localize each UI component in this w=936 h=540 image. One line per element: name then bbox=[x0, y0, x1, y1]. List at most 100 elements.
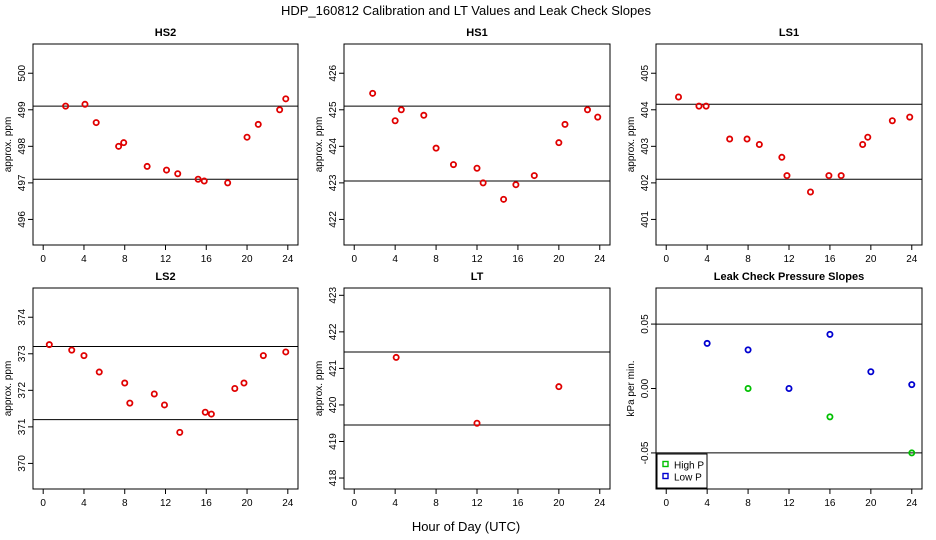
data-point bbox=[240, 379, 248, 387]
y-tick-label: 419 bbox=[328, 433, 339, 450]
y-tick-label: 0.05 bbox=[640, 314, 651, 334]
y-tick-label: 423 bbox=[328, 174, 339, 191]
y-tick-label: 425 bbox=[328, 101, 339, 118]
data-point bbox=[81, 100, 89, 108]
data-point bbox=[243, 133, 251, 141]
low-p-point bbox=[908, 381, 916, 389]
data-point bbox=[160, 401, 168, 409]
x-tick-label: 0 bbox=[40, 498, 46, 509]
y-tick-label: 499 bbox=[17, 101, 28, 118]
x-tick-label: 24 bbox=[594, 498, 606, 509]
data-point bbox=[888, 117, 896, 125]
x-tick-label: 24 bbox=[282, 498, 294, 509]
y-tick-label: 497 bbox=[17, 174, 28, 191]
panel-frame bbox=[343, 287, 611, 490]
x-tick-label: 0 bbox=[40, 254, 46, 265]
high-p-point bbox=[744, 384, 752, 392]
data-point bbox=[121, 379, 129, 387]
low-p-point bbox=[744, 346, 752, 354]
y-tick-label: 421 bbox=[328, 360, 339, 377]
data-point bbox=[555, 139, 563, 147]
x-tick-label: 24 bbox=[594, 254, 606, 265]
data-point bbox=[530, 172, 538, 180]
y-axis-label: approx. ppm bbox=[314, 361, 325, 417]
y-axis-label: approx. ppm bbox=[3, 117, 14, 173]
data-point bbox=[512, 181, 520, 189]
data-point bbox=[675, 93, 683, 101]
data-point bbox=[420, 111, 428, 119]
data-point bbox=[150, 390, 158, 398]
x-tick-label: 20 bbox=[241, 254, 253, 265]
x-tick-label: 20 bbox=[553, 498, 565, 509]
y-tick-label: 404 bbox=[640, 101, 651, 118]
data-point bbox=[473, 419, 481, 427]
data-point bbox=[825, 172, 833, 180]
y-tick-label: 423 bbox=[328, 287, 339, 304]
y-tick-label: 401 bbox=[640, 211, 651, 228]
y-tick-label: 426 bbox=[328, 64, 339, 81]
data-point bbox=[143, 162, 151, 170]
data-point bbox=[282, 95, 290, 103]
y-tick-label: -0.05 bbox=[640, 441, 651, 464]
data-point bbox=[259, 352, 267, 360]
x-tick-label: 8 bbox=[433, 498, 439, 509]
data-point bbox=[583, 106, 591, 114]
data-point bbox=[231, 384, 239, 392]
data-point bbox=[555, 383, 563, 391]
x-tick-label: 20 bbox=[241, 498, 253, 509]
y-tick-label: 496 bbox=[17, 211, 28, 228]
data-point bbox=[391, 117, 399, 125]
panel-title: HS1 bbox=[466, 27, 487, 39]
data-point bbox=[392, 353, 400, 361]
high-p-point bbox=[908, 449, 916, 457]
x-tick-label: 0 bbox=[663, 498, 669, 509]
x-tick-label: 8 bbox=[745, 254, 751, 265]
data-point bbox=[201, 408, 209, 416]
data-point bbox=[254, 120, 262, 128]
x-tick-label: 0 bbox=[663, 254, 669, 265]
data-point bbox=[68, 346, 76, 354]
low-p-point bbox=[826, 330, 834, 338]
data-point bbox=[864, 133, 872, 141]
y-tick-label: 374 bbox=[17, 308, 28, 325]
x-axis-label: Hour of Day (UTC) bbox=[412, 519, 520, 534]
x-tick-label: 4 bbox=[704, 498, 710, 509]
x-tick-label: 4 bbox=[392, 498, 398, 509]
y-tick-label: 371 bbox=[17, 418, 28, 435]
panel-frame bbox=[32, 287, 299, 490]
x-tick-label: 8 bbox=[745, 498, 751, 509]
y-tick-label: 372 bbox=[17, 382, 28, 399]
data-point bbox=[479, 179, 487, 187]
x-tick-label: 12 bbox=[471, 254, 483, 265]
data-point bbox=[837, 172, 845, 180]
data-point bbox=[778, 153, 786, 161]
x-tick-label: 12 bbox=[160, 254, 172, 265]
panel-frame bbox=[343, 43, 611, 246]
data-point bbox=[755, 140, 763, 148]
y-tick-label: 370 bbox=[17, 455, 28, 472]
data-point bbox=[500, 195, 508, 203]
y-axis-label: kPa per min. bbox=[626, 360, 637, 416]
x-tick-label: 12 bbox=[471, 498, 483, 509]
data-point bbox=[397, 106, 405, 114]
data-point bbox=[120, 139, 128, 147]
y-tick-label: 373 bbox=[17, 345, 28, 362]
x-tick-label: 4 bbox=[392, 254, 398, 265]
data-point bbox=[806, 188, 814, 196]
y-tick-label: 405 bbox=[640, 64, 651, 81]
x-tick-label: 4 bbox=[704, 254, 710, 265]
data-point bbox=[115, 142, 123, 150]
data-point bbox=[473, 164, 481, 172]
data-point bbox=[695, 102, 703, 110]
x-tick-label: 16 bbox=[201, 254, 213, 265]
panel-title: Leak Check Pressure Slopes bbox=[714, 271, 864, 283]
legend-marker bbox=[662, 472, 669, 480]
data-point bbox=[906, 113, 914, 121]
x-tick-label: 12 bbox=[783, 498, 795, 509]
data-point bbox=[282, 348, 290, 356]
data-point bbox=[594, 113, 602, 121]
x-tick-label: 20 bbox=[865, 254, 877, 265]
x-tick-label: 0 bbox=[351, 498, 357, 509]
low-p-point bbox=[785, 384, 793, 392]
